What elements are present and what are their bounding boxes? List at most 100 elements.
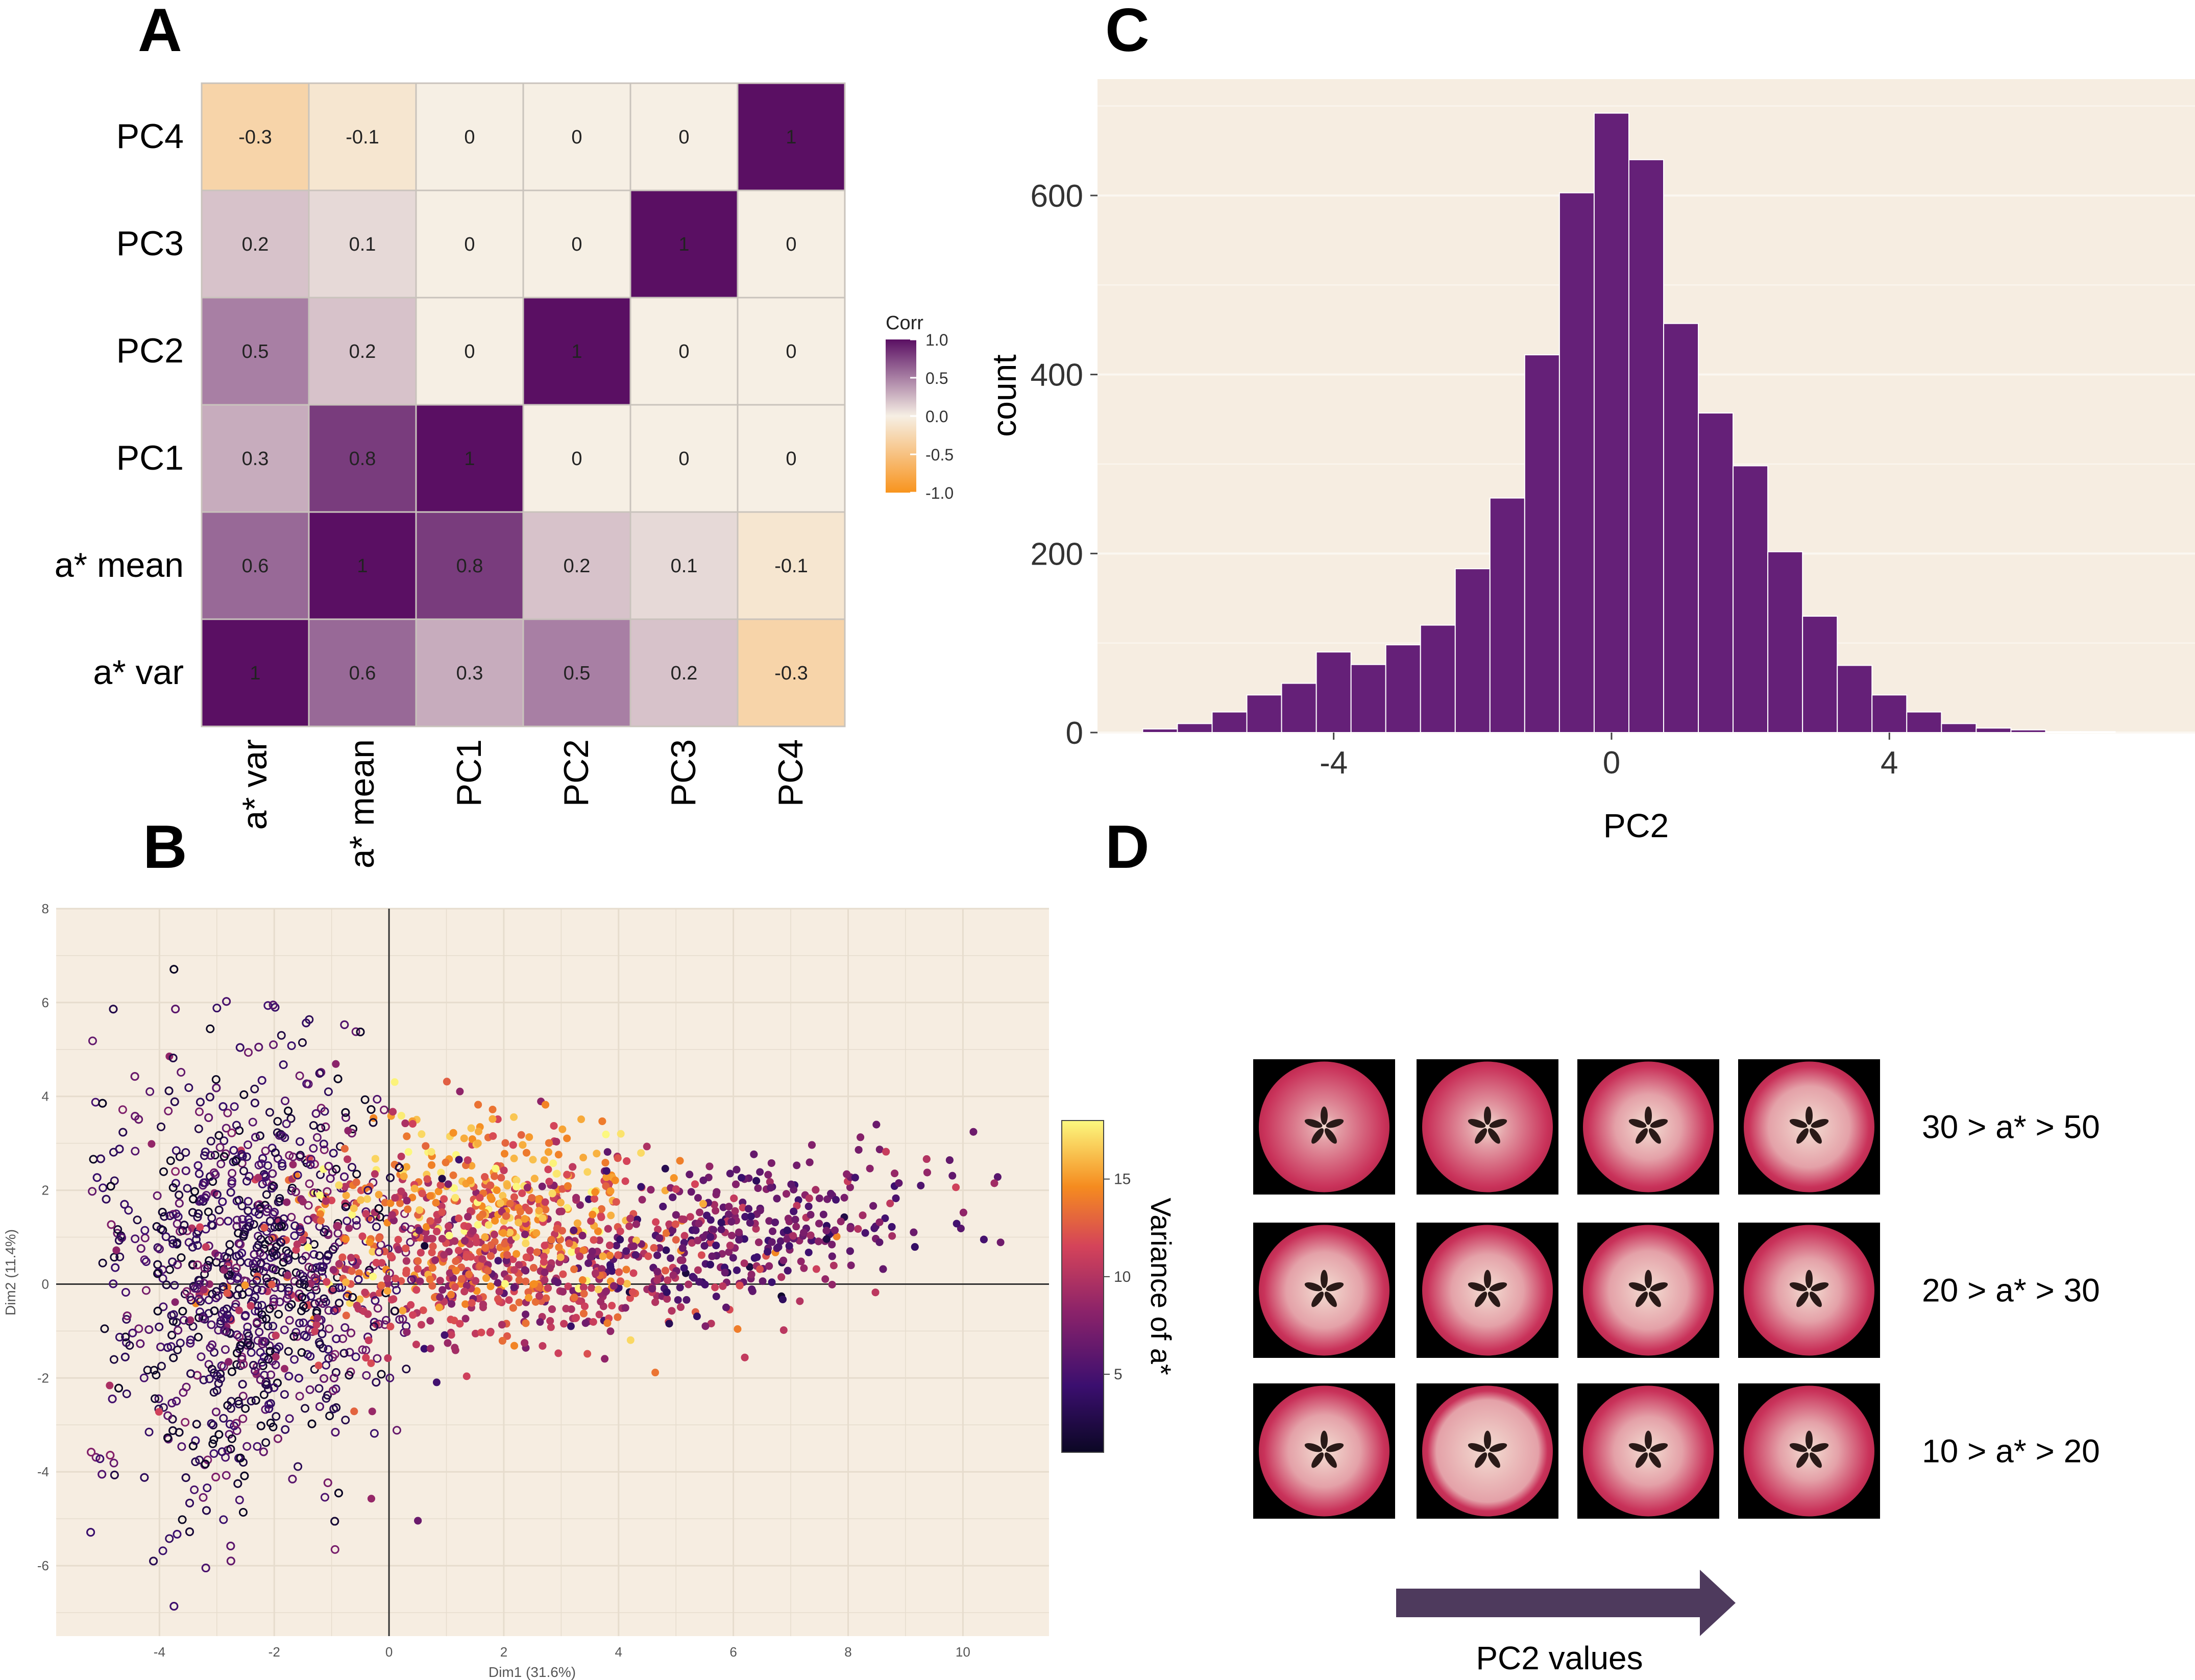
scatter-point <box>370 1429 379 1438</box>
scatter-point <box>295 1319 304 1328</box>
scatter-point <box>122 1389 131 1398</box>
histogram-bar <box>1524 354 1560 733</box>
scatter-point <box>168 1183 178 1192</box>
scatter-point <box>243 1338 253 1348</box>
scatter-point <box>663 1288 671 1296</box>
scatter-point <box>341 1265 349 1273</box>
scatter-point <box>449 1171 457 1179</box>
apple-seed <box>1468 1119 1486 1128</box>
scatter-point <box>497 1174 505 1182</box>
scatter-point <box>501 1280 509 1288</box>
scatter-point <box>500 1166 508 1175</box>
scatter-point <box>754 1184 762 1192</box>
scatter-point <box>400 1172 408 1180</box>
scatter-point <box>196 1223 204 1231</box>
scatter-point <box>275 1194 284 1203</box>
scatter-point <box>350 1204 358 1212</box>
scatter-point <box>256 1203 265 1212</box>
scatter-point <box>451 1237 459 1245</box>
scatter-point <box>220 1326 229 1335</box>
scatter-point <box>193 1241 202 1250</box>
scatter-point <box>214 1430 224 1439</box>
scatter-point <box>362 1354 370 1362</box>
scatter-point <box>252 1285 261 1294</box>
corr-legend-tick-label: 1.0 <box>925 331 948 349</box>
panel-letter-a: A <box>138 0 182 64</box>
scatter-point <box>522 1310 530 1319</box>
scatter-point <box>594 1227 602 1235</box>
scatter-point <box>614 1154 622 1162</box>
scatter-point <box>500 1150 508 1158</box>
scatter-point <box>264 1404 274 1414</box>
scatter-point <box>258 1154 267 1163</box>
scatter-point <box>262 1262 271 1272</box>
scatter-point <box>287 1300 296 1309</box>
scatter-point <box>806 1158 814 1166</box>
scatter-point <box>661 1164 669 1173</box>
scatter-y-tick-label: -6 <box>37 1558 49 1573</box>
scatter-point <box>407 1275 416 1284</box>
scatter-point <box>653 1268 662 1276</box>
scatter-point <box>347 1254 355 1262</box>
scatter-point <box>178 1226 187 1235</box>
scatter-point <box>476 1213 484 1221</box>
scatter-point <box>564 1182 572 1190</box>
scatter-point <box>256 1235 265 1244</box>
scatter-point <box>651 1298 660 1306</box>
corr-legend-tick-label: -1.0 <box>925 484 954 502</box>
scatter-point <box>193 1212 202 1222</box>
scatter-point <box>690 1274 698 1282</box>
scatter-point <box>805 1194 813 1202</box>
scatter-point <box>668 1307 676 1315</box>
apple-seed <box>1648 1128 1661 1144</box>
scatter-point <box>438 1235 446 1243</box>
scatter-point <box>199 1493 208 1502</box>
scatter-point <box>552 1137 560 1146</box>
scatter-point <box>771 1219 779 1227</box>
scatter-point <box>881 1214 889 1223</box>
apple-seed <box>1636 1452 1648 1468</box>
scatter-point <box>591 1269 599 1277</box>
apple-seed <box>1796 1292 1809 1307</box>
scatter-point <box>553 1225 561 1233</box>
scatter-point <box>603 1148 612 1156</box>
scatter-point <box>807 1211 815 1219</box>
scatter-point <box>923 1168 931 1177</box>
scatter-point <box>693 1312 701 1321</box>
scatter-point <box>426 1192 434 1200</box>
scatter-point <box>436 1277 444 1285</box>
scatter-point <box>196 1098 205 1107</box>
scatter-point <box>178 1515 187 1524</box>
scatter-point <box>886 1199 894 1207</box>
scatter-point <box>869 1202 877 1210</box>
scatter-point <box>256 1375 265 1384</box>
scatter-point <box>294 1374 303 1383</box>
scatter-point <box>320 1145 329 1154</box>
scatter-point <box>756 1206 764 1214</box>
histogram-bar <box>2010 729 2046 734</box>
scatter-point <box>267 1280 276 1288</box>
scatter-point <box>468 1135 476 1143</box>
scatter-point <box>232 1215 241 1225</box>
scatter-point <box>421 1242 429 1250</box>
scatter-point <box>403 1328 411 1336</box>
scatter-point <box>316 1191 324 1199</box>
histogram-bar <box>1871 694 1908 734</box>
scatter-y-tick-label: 8 <box>42 901 49 916</box>
scatter-point <box>726 1241 734 1250</box>
scatter-point <box>570 1265 578 1273</box>
scatter-point <box>494 1295 502 1303</box>
scatter-point <box>767 1159 775 1167</box>
scatter-point <box>404 1205 412 1213</box>
scatter-point <box>790 1207 798 1215</box>
scatter-point <box>303 1215 312 1225</box>
scatter-point <box>787 1180 795 1188</box>
scatter-point <box>118 1105 127 1114</box>
scatter-point <box>215 1217 225 1226</box>
scatter-point <box>562 1305 570 1313</box>
scatter-point <box>193 1260 202 1270</box>
apple-seed <box>1487 1452 1500 1468</box>
scatter-point <box>875 1218 884 1226</box>
panel-letter-c: C <box>1105 0 1150 64</box>
scatter-point <box>486 1252 495 1260</box>
